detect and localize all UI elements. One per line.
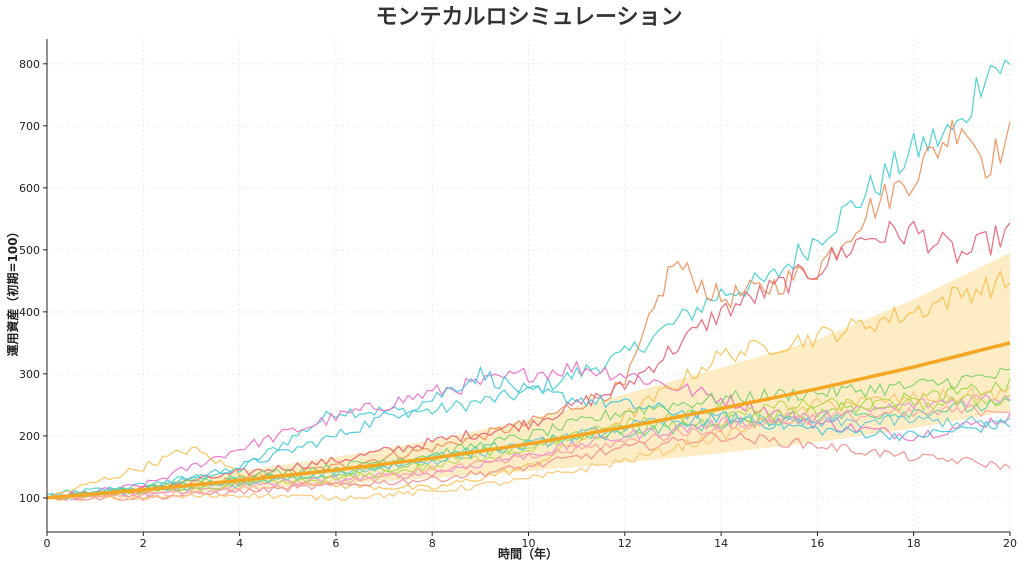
simulation-series-13 (46, 394, 1011, 499)
simulation-series-15 (46, 403, 1011, 500)
y-tick-label: 200 (19, 430, 40, 443)
simulation-series-6 (46, 269, 1011, 499)
x-tick-label: 20 (1003, 537, 1017, 550)
y-axis-ticks: 100 200 300 400 500 600 700 800 (19, 58, 47, 505)
simulation-series-10 (46, 393, 1011, 501)
x-axis-label: 時間（年） (498, 546, 558, 561)
y-tick-label: 800 (19, 58, 40, 71)
x-axis-ticks: 0 2 4 6 8 10 12 14 16 18 20 (44, 532, 1017, 550)
y-tick-label: 700 (19, 120, 40, 133)
x-tick-label: 10 (522, 537, 536, 550)
simulation-series-4 (46, 360, 1011, 499)
x-tick-label: 0 (44, 537, 51, 550)
y-tick-label: 400 (19, 306, 40, 319)
simulation-series-1 (46, 58, 1011, 496)
x-tick-label: 4 (236, 537, 243, 550)
x-tick-label: 6 (332, 537, 339, 550)
y-tick-label: 600 (19, 182, 40, 195)
confidence-band (47, 252, 1010, 498)
simulation-series-12 (46, 386, 1011, 502)
simulation-series-5 (46, 365, 1011, 500)
x-tick-label: 12 (618, 537, 632, 550)
x-tick-label: 16 (810, 537, 824, 550)
x-tick-label: 8 (429, 537, 436, 550)
y-axis-label: 運用資産（初期=100） (5, 225, 20, 356)
x-tick-label: 18 (907, 537, 921, 550)
mean-line (46, 341, 1011, 500)
y-tick-label: 500 (19, 244, 40, 257)
chart-title: モンテカルロシミュレーション (375, 5, 682, 30)
y-tick-label: 100 (19, 492, 40, 505)
y-tick-label: 300 (19, 368, 40, 381)
x-tick-label: 14 (714, 537, 728, 550)
x-tick-label: 2 (140, 537, 147, 550)
